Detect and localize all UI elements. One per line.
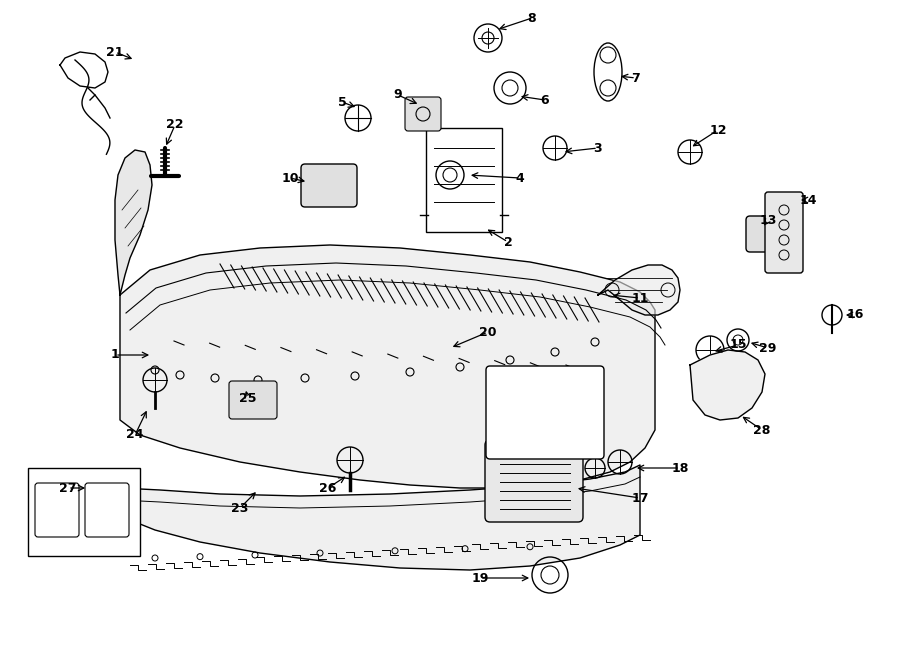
Text: 27: 27 (59, 481, 76, 494)
Text: 20: 20 (479, 325, 497, 338)
Text: 28: 28 (753, 424, 770, 436)
Polygon shape (598, 265, 680, 315)
Text: 29: 29 (760, 342, 777, 354)
Polygon shape (120, 465, 640, 570)
FancyBboxPatch shape (229, 381, 277, 419)
Ellipse shape (594, 43, 622, 101)
Text: 24: 24 (126, 428, 144, 442)
Text: 6: 6 (541, 93, 549, 106)
Text: 5: 5 (338, 95, 346, 108)
FancyBboxPatch shape (486, 366, 604, 459)
FancyBboxPatch shape (85, 483, 129, 537)
FancyBboxPatch shape (765, 192, 803, 273)
Text: 8: 8 (527, 11, 536, 24)
Text: 19: 19 (472, 572, 489, 584)
Text: 9: 9 (393, 89, 402, 102)
Text: 17: 17 (631, 492, 649, 504)
Polygon shape (690, 350, 765, 420)
Text: 4: 4 (516, 171, 525, 184)
FancyBboxPatch shape (301, 164, 357, 207)
Polygon shape (120, 245, 655, 488)
Text: 16: 16 (846, 309, 864, 321)
FancyBboxPatch shape (746, 216, 776, 252)
Text: 11: 11 (631, 292, 649, 305)
Text: 22: 22 (166, 118, 184, 132)
Text: 12: 12 (709, 124, 727, 137)
Text: 23: 23 (231, 502, 248, 514)
Text: 7: 7 (632, 71, 641, 85)
Text: 26: 26 (320, 481, 337, 494)
Text: 21: 21 (106, 46, 124, 59)
Text: 10: 10 (281, 171, 299, 184)
Text: 14: 14 (799, 194, 817, 206)
Polygon shape (115, 150, 152, 295)
FancyBboxPatch shape (405, 97, 441, 131)
Text: 3: 3 (594, 141, 602, 155)
FancyBboxPatch shape (426, 128, 502, 232)
Bar (28, 468, 140, 556)
Text: 2: 2 (504, 235, 512, 249)
Text: 1: 1 (111, 348, 120, 362)
FancyBboxPatch shape (485, 440, 583, 522)
FancyBboxPatch shape (35, 483, 79, 537)
Text: 25: 25 (239, 391, 256, 405)
Text: 18: 18 (671, 461, 688, 475)
Text: 13: 13 (760, 214, 777, 227)
Text: 15: 15 (729, 338, 747, 352)
